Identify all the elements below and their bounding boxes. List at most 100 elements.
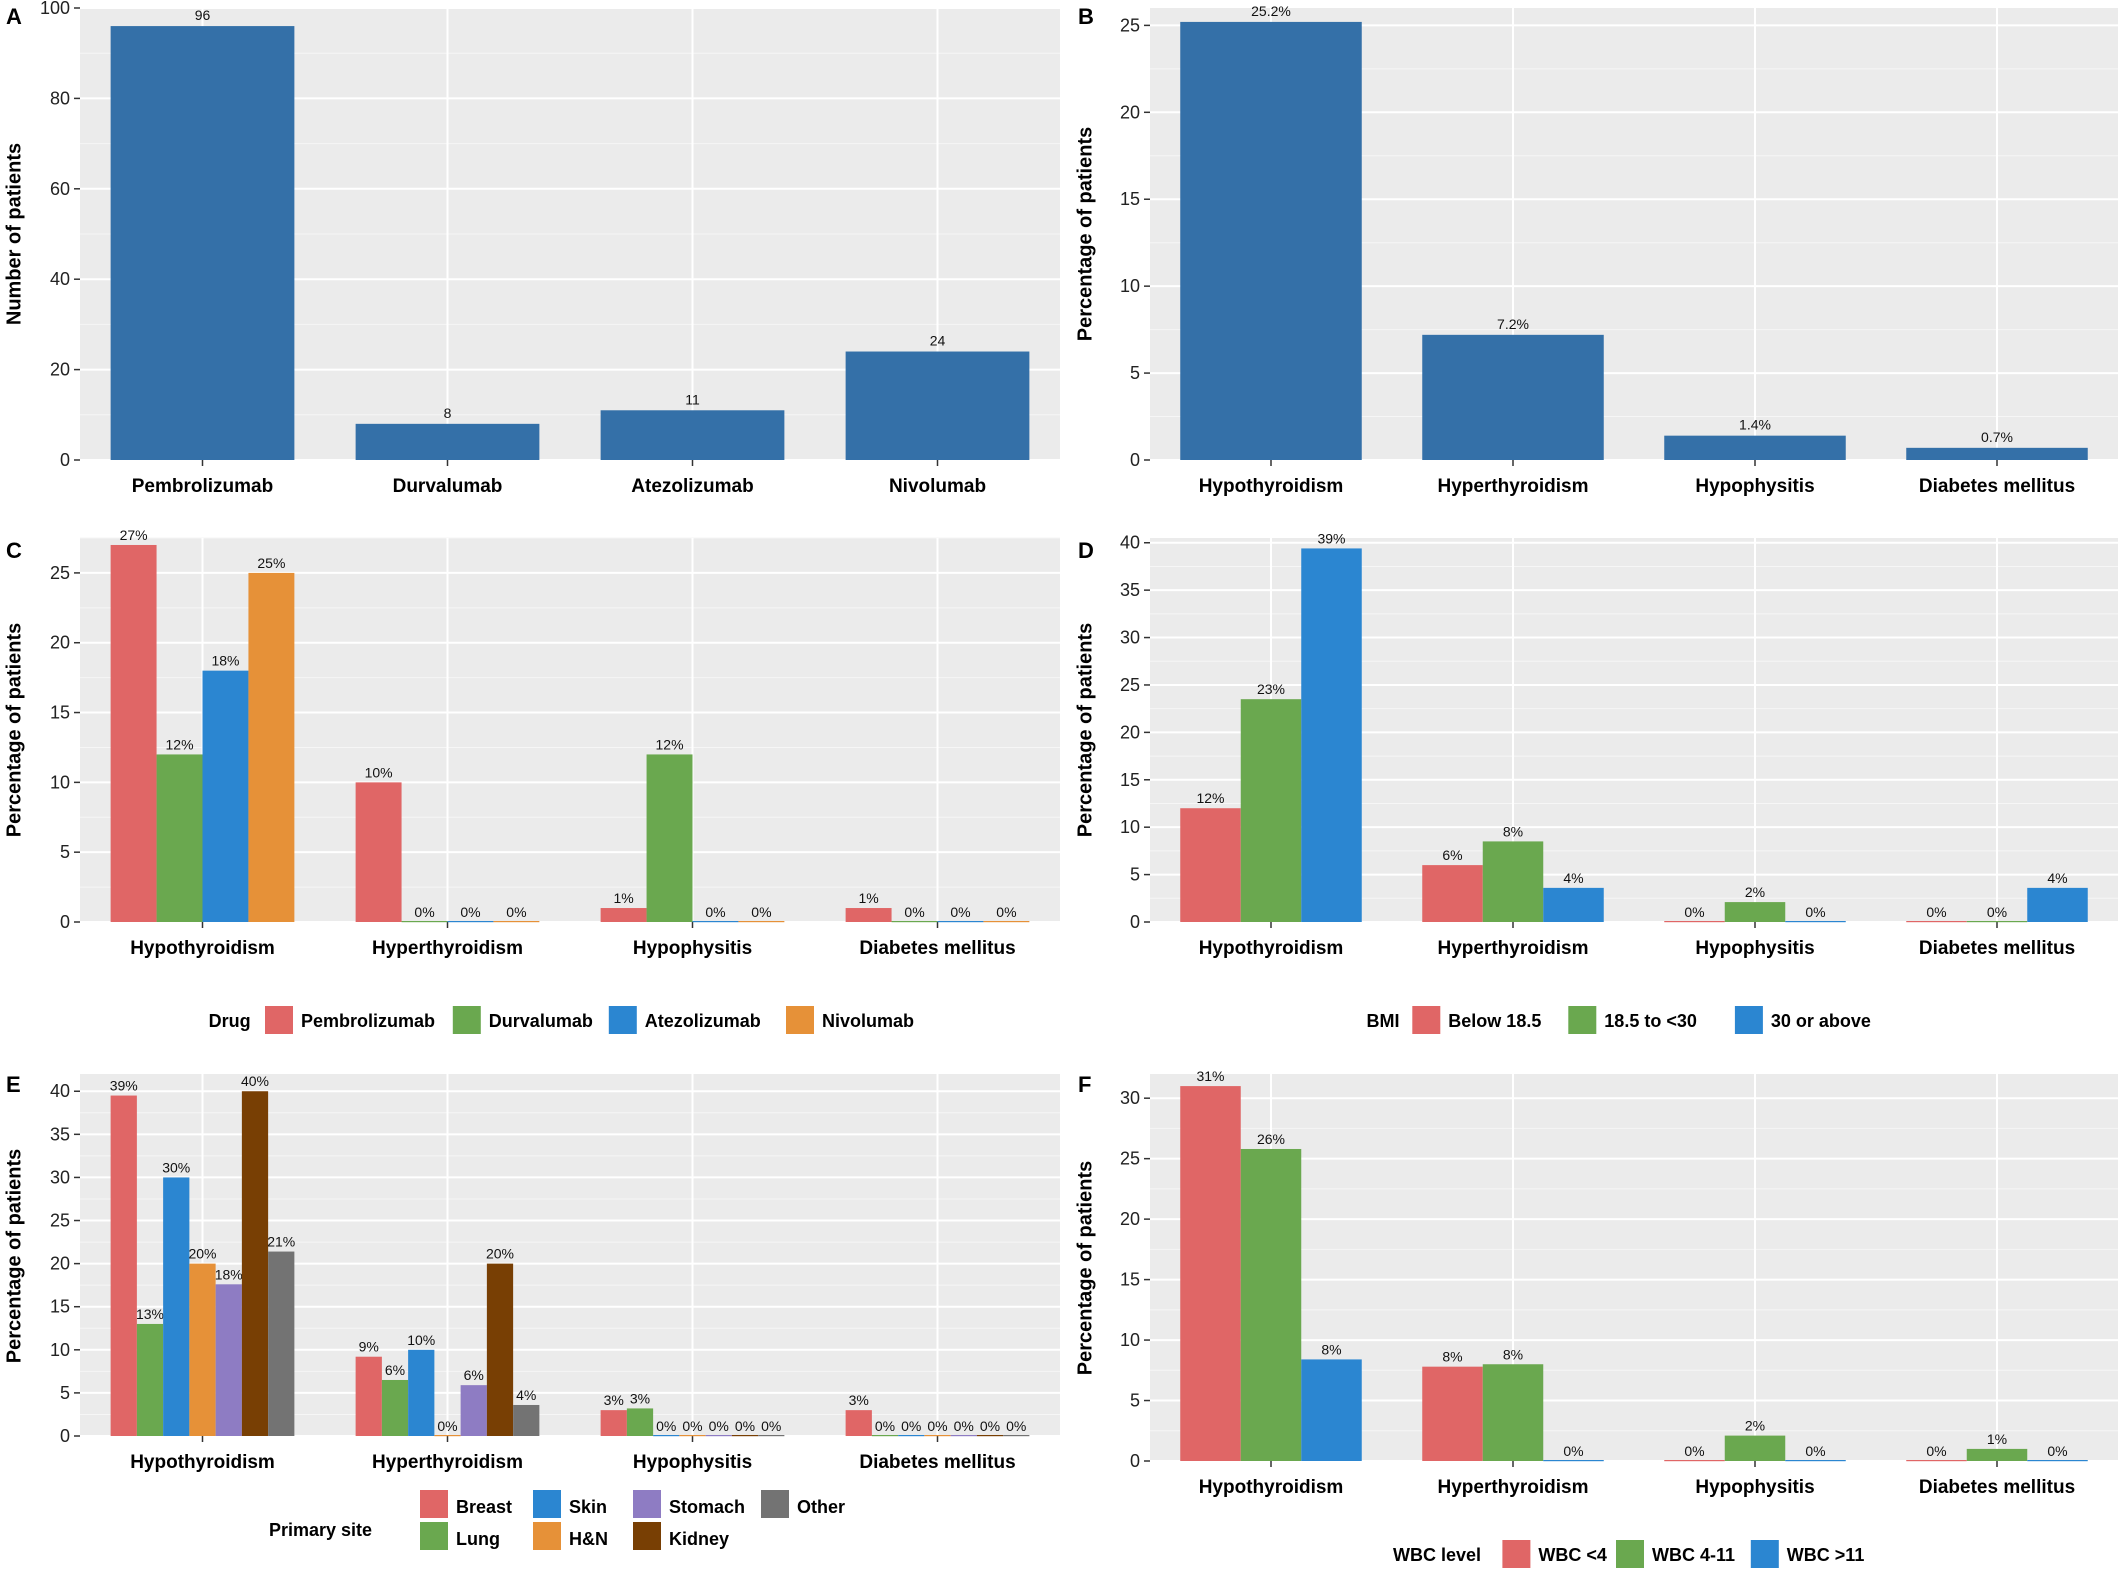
data-label: 21% [267, 1234, 295, 1250]
data-label: 8% [1442, 1349, 1462, 1365]
bar [1240, 1148, 1302, 1461]
bar [486, 1263, 514, 1436]
data-label: 0% [875, 1418, 895, 1434]
bar [355, 423, 540, 460]
bar [1422, 865, 1483, 922]
legend-key [452, 1006, 481, 1034]
bar [845, 351, 1030, 460]
data-label: 18% [211, 653, 239, 669]
y-tick-label: 80 [50, 88, 70, 108]
data-label: 6% [385, 1362, 405, 1378]
data-label: 9% [359, 1339, 379, 1355]
data-label: 4% [1563, 870, 1583, 886]
data-label: 3% [630, 1390, 650, 1406]
y-tick-label: 15 [1120, 770, 1140, 790]
legend-label: Other [797, 1497, 845, 1517]
data-label: 20% [188, 1246, 216, 1262]
y-tick-label: 15 [50, 703, 70, 723]
legend-label: Lung [456, 1529, 500, 1549]
x-tick-label: Hypothyroidism [1199, 1477, 1344, 1498]
panel-letter: C [6, 538, 22, 563]
legend-label: Durvalumab [489, 1011, 593, 1031]
bar [891, 921, 938, 923]
bar [1240, 699, 1302, 922]
x-tick-label: Diabetes mellitus [859, 938, 1015, 959]
legend-label: Skin [569, 1497, 607, 1517]
data-label: 0% [751, 904, 771, 920]
x-tick-label: Hypothyroidism [1199, 476, 1344, 497]
bar [110, 544, 157, 922]
data-label: 2% [1745, 884, 1765, 900]
bar [646, 754, 693, 922]
panel-f: 0 5 10 15 20 25 30 Hypothyroidism Hyperthyroidis… [1074, 1068, 2118, 1568]
data-label: 0% [901, 1418, 921, 1434]
data-label: 39% [110, 1078, 138, 1094]
y-tick-label: 0 [60, 912, 70, 932]
legend-key [786, 1006, 814, 1034]
bar [1664, 435, 1846, 460]
legend-key [1568, 1006, 1597, 1034]
bar [976, 1435, 1004, 1437]
bar [355, 1356, 382, 1436]
legend-label: 18.5 to <30 [1604, 1011, 1697, 1031]
bar [705, 1435, 732, 1437]
bar [1664, 1460, 1725, 1462]
legend-key [633, 1490, 661, 1518]
panel-e: 0 5 10 15 20 25 30 35 40 Hypothyroidism Hyperthyro… [3, 1072, 1060, 1550]
legend-label: Pembrolizumab [301, 1011, 435, 1031]
data-label: 0% [1987, 904, 2007, 920]
bar [1966, 1448, 2028, 1461]
legend-title: Drug [209, 1011, 251, 1031]
data-label: 2% [1745, 1418, 1765, 1434]
data-label: 7.2% [1497, 316, 1529, 332]
legend-label: WBC <4 [1538, 1545, 1607, 1565]
bar [871, 1435, 899, 1437]
data-label: 0% [682, 1418, 702, 1434]
y-tick-label: 5 [1130, 363, 1140, 383]
data-label: 1% [613, 890, 633, 906]
legend-label: H&N [569, 1529, 608, 1549]
y-tick-label: 5 [1130, 865, 1140, 885]
bar [1906, 921, 1967, 923]
bar [110, 26, 295, 461]
data-label: 0% [954, 1418, 974, 1434]
bar [241, 1091, 269, 1436]
x-tick-label: Hypothyroidism [130, 938, 275, 959]
y-axis-label: Percentage of patients [3, 623, 25, 838]
data-label: 0% [705, 904, 725, 920]
bar [738, 921, 785, 923]
data-label: 0% [460, 904, 480, 920]
bar [215, 1284, 242, 1436]
legend-key [265, 1006, 293, 1034]
y-tick-label: 0 [60, 450, 70, 470]
bar [1724, 902, 1786, 922]
data-label: 0% [950, 904, 970, 920]
panel-c: 0 5 10 15 20 25 Hypothyroidism Hyperthyroidism H… [3, 527, 1060, 1034]
data-label: 3% [849, 1392, 869, 1408]
legend-key [420, 1522, 448, 1550]
panel-d: 0 5 10 15 20 25 30 35 40 Hypothyroidism Hyperthyro… [1074, 530, 2118, 1034]
y-tick-label: 20 [1120, 102, 1140, 122]
panel-letter: F [1078, 1072, 1091, 1097]
bar [1180, 1086, 1241, 1461]
data-label: 6% [464, 1367, 484, 1383]
y-axis-label: Percentage of patients [1074, 623, 1096, 838]
bar [626, 1408, 654, 1436]
bar [163, 1177, 190, 1436]
y-tick-label: 100 [40, 0, 70, 18]
y-tick-label: 0 [1130, 1451, 1140, 1471]
bar [924, 1435, 951, 1437]
y-tick-label: 30 [50, 1167, 70, 1187]
data-label: 1.4% [1739, 417, 1771, 433]
y-tick-label: 10 [1120, 817, 1140, 837]
data-label: 0% [1805, 1443, 1825, 1459]
data-label: 13% [136, 1306, 164, 1322]
bar [355, 782, 402, 922]
bar [248, 572, 295, 922]
data-label: 0% [1006, 1418, 1026, 1434]
bar [110, 1095, 137, 1436]
legend-label: Breast [456, 1497, 512, 1517]
bar [460, 1385, 487, 1436]
bar [758, 1435, 785, 1437]
x-tick-label: Diabetes mellitus [859, 1452, 1015, 1473]
